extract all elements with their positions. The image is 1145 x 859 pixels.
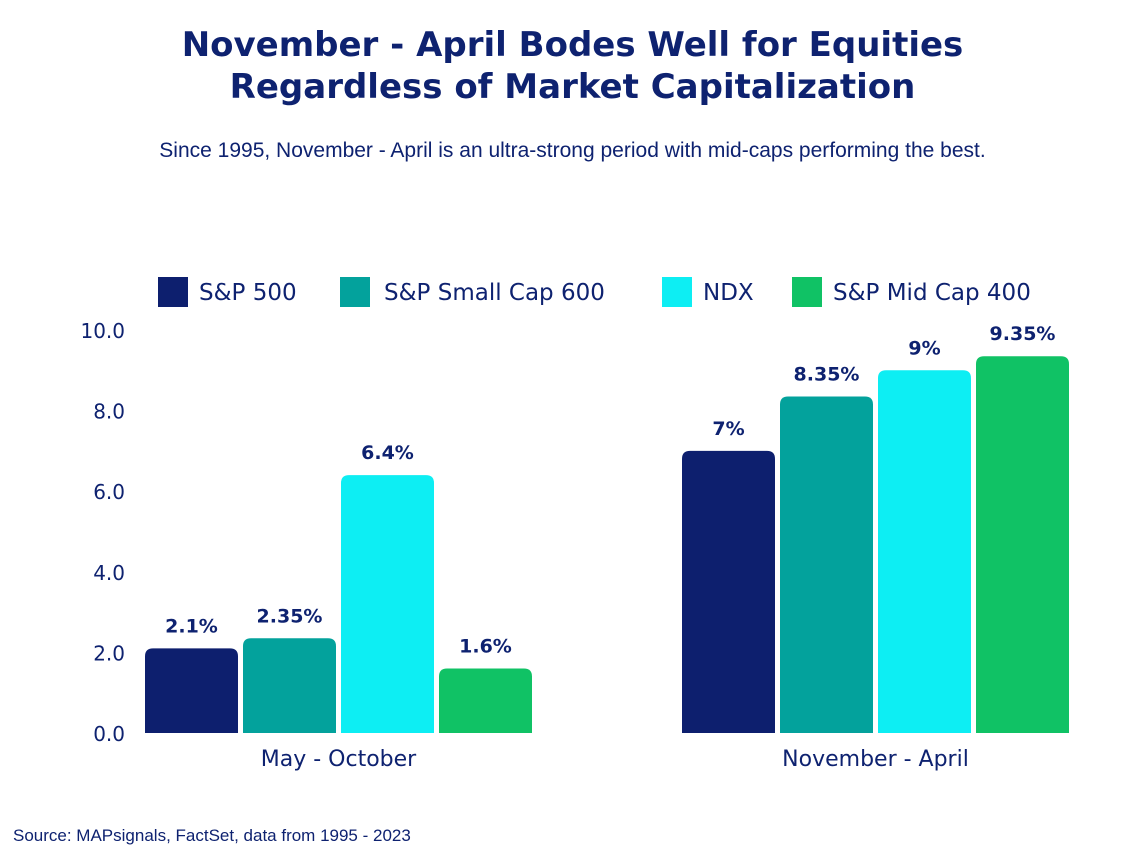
y-tick-label: 4.0 — [93, 561, 125, 585]
bar-value-label: 2.1% — [165, 615, 218, 637]
legend-swatch-3 — [662, 277, 692, 307]
bar — [780, 396, 873, 733]
y-tick-label: 8.0 — [93, 400, 125, 424]
bar-value-label: 2.35% — [257, 605, 323, 627]
bar-value-label: 6.4% — [361, 442, 414, 464]
chart-title-line-2: Regardless of Market Capitalization — [229, 67, 916, 107]
bar — [243, 638, 336, 733]
source-note: Source: MAPsignals, FactSet, data from 1… — [13, 826, 411, 845]
bar-value-label: 9% — [908, 337, 940, 359]
bar — [439, 668, 532, 733]
legend-label-4: S&P Mid Cap 400 — [833, 280, 1031, 306]
legend-swatch-4 — [792, 277, 822, 307]
bar — [341, 475, 434, 733]
y-tick-label: 0.0 — [93, 722, 125, 746]
legend-swatch-1 — [158, 277, 188, 307]
bar-value-label: 8.35% — [794, 363, 860, 385]
bar — [878, 370, 971, 733]
x-category-label: May - October — [261, 747, 417, 772]
x-category-label: November - April — [782, 747, 969, 772]
legend-label-1: S&P 500 — [199, 280, 297, 306]
chart-title: November - April Bodes Well for Equities… — [0, 24, 1145, 108]
bar-value-label: 7% — [712, 418, 744, 440]
y-tick-label: 6.0 — [93, 480, 125, 504]
bar — [145, 648, 238, 733]
legend-label-2: S&P Small Cap 600 — [384, 280, 605, 306]
legend-swatch-2 — [340, 277, 370, 307]
bar-value-label: 9.35% — [990, 323, 1056, 345]
bar-value-label: 1.6% — [459, 636, 512, 658]
y-tick-label: 2.0 — [93, 641, 125, 665]
y-tick-label: 10.0 — [80, 319, 125, 343]
chart-title-line-1: November - April Bodes Well for Equities — [181, 25, 964, 65]
chart-subtitle: Since 1995, November - April is an ultra… — [159, 139, 986, 162]
legend-label-3: NDX — [703, 280, 754, 306]
bar — [976, 356, 1069, 733]
bar — [682, 450, 775, 733]
